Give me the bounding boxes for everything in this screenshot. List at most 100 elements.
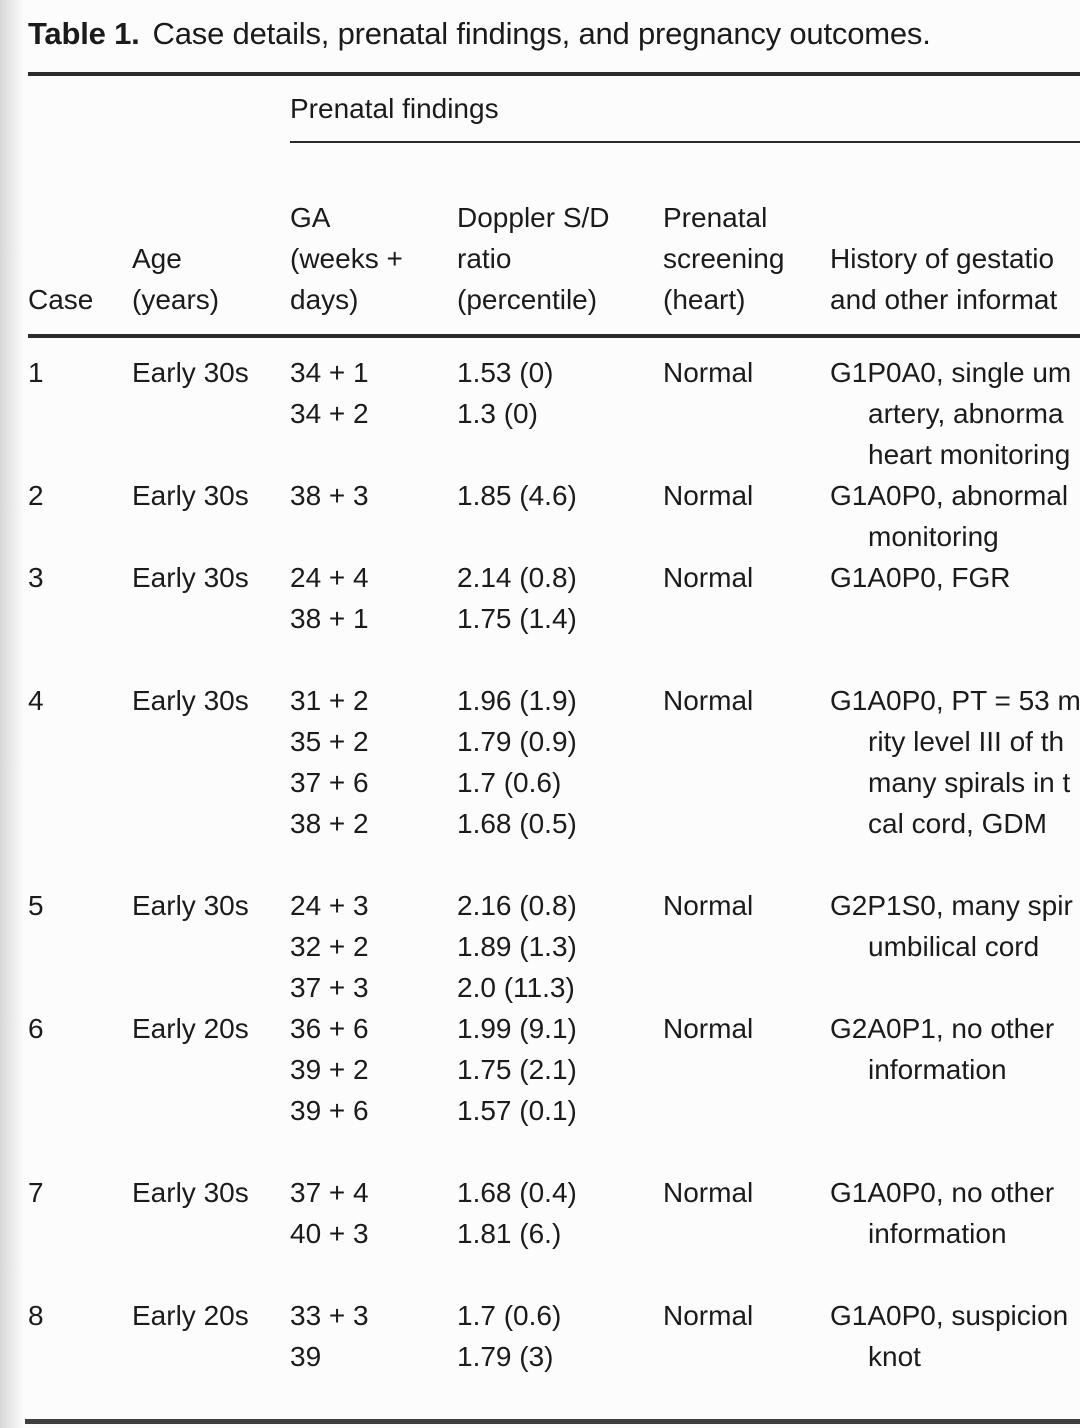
header-line: (heart) bbox=[663, 284, 746, 315]
cell-doppler: 1.53 (0) 1.3 (0) bbox=[457, 352, 663, 475]
cell-case: 6 bbox=[28, 1008, 132, 1131]
case-number: 5 bbox=[28, 890, 44, 921]
cell-history: G1A0P0, suspicion knot bbox=[830, 1295, 1080, 1377]
spanner-prenatal-findings: Prenatal findings bbox=[290, 93, 499, 124]
doppler-value: 1.68 (0.5) bbox=[457, 808, 577, 839]
cell-case: 2 bbox=[28, 475, 132, 557]
header-line: Doppler S/D bbox=[457, 202, 610, 233]
cell-doppler: 1.85 (4.6) bbox=[457, 475, 663, 557]
case-number: 8 bbox=[28, 1300, 44, 1331]
cell-ga: 33 + 3 39 bbox=[290, 1295, 457, 1377]
table-title-label: Table 1. bbox=[28, 16, 140, 51]
screening-value: Normal bbox=[663, 1300, 754, 1331]
history-line: heart monitoring bbox=[868, 439, 1071, 470]
header-line: (weeks + bbox=[290, 243, 403, 274]
cell-screening: Normal bbox=[663, 1295, 830, 1377]
doppler-value: 1.75 (1.4) bbox=[457, 603, 577, 634]
doppler-value: 2.16 (0.8) bbox=[457, 890, 577, 921]
header-cell-screening: Prenatal screening (heart) bbox=[663, 197, 830, 320]
ga-value: 38 + 2 bbox=[290, 808, 369, 839]
screening-value: Normal bbox=[663, 685, 754, 716]
page-left-scan-shade bbox=[0, 0, 24, 1428]
header-line: and other informat bbox=[830, 284, 1058, 315]
history-line: G1A0P0, no other bbox=[830, 1177, 1055, 1208]
cell-age: Early 20s bbox=[132, 1295, 290, 1377]
history-line: G1P0A0, single um bbox=[830, 357, 1072, 388]
case-number: 1 bbox=[28, 357, 44, 388]
cell-ga: 31 + 2 35 + 2 37 + 6 38 + 2 bbox=[290, 680, 457, 844]
doppler-value: 1.75 (2.1) bbox=[457, 1054, 577, 1085]
ga-value: 31 + 2 bbox=[290, 685, 369, 716]
screening-value: Normal bbox=[663, 890, 754, 921]
ga-value: 32 + 2 bbox=[290, 931, 369, 962]
ga-value: 35 + 2 bbox=[290, 726, 369, 757]
cell-age: Early 30s bbox=[132, 1172, 290, 1254]
cell-ga: 36 + 6 39 + 2 39 + 6 bbox=[290, 1008, 457, 1131]
cell-ga: 24 + 3 32 + 2 37 + 3 bbox=[290, 885, 457, 1008]
cell-history: G1A0P0, FGR bbox=[830, 557, 1080, 639]
cell-age: Early 30s bbox=[132, 680, 290, 844]
history-line: cal cord, GDM bbox=[868, 808, 1047, 839]
table-row: 1 Early 30s 34 + 1 34 + 2 1.53 (0) 1.3 (0) Nor… bbox=[28, 352, 1080, 475]
screening-value: Normal bbox=[663, 1013, 754, 1044]
age-value: Early 30s bbox=[132, 890, 249, 921]
table-title-text: Case details, prenatal findings, and pre… bbox=[152, 16, 931, 51]
cell-doppler: 2.16 (0.8) 1.89 (1.3) 2.0 (11.3) bbox=[457, 885, 663, 1008]
header-line: (years) bbox=[132, 284, 220, 315]
ga-value: 24 + 4 bbox=[290, 562, 369, 593]
cell-history: G2A0P1, no other information bbox=[830, 1008, 1080, 1131]
cell-age: Early 30s bbox=[132, 885, 290, 1008]
history-line: knot bbox=[868, 1341, 921, 1372]
ga-value: 39 bbox=[290, 1341, 322, 1372]
cell-doppler: 2.14 (0.8) 1.75 (1.4) bbox=[457, 557, 663, 639]
doppler-value: 1.89 (1.3) bbox=[457, 931, 577, 962]
history-line: rity level III of th bbox=[868, 726, 1065, 757]
header-line: (percentile) bbox=[457, 284, 598, 315]
cell-case: 8 bbox=[28, 1295, 132, 1377]
cell-case: 4 bbox=[28, 680, 132, 844]
cell-history: G1A0P0, no other information bbox=[830, 1172, 1080, 1254]
doppler-value: 1.7 (0.6) bbox=[457, 1300, 562, 1331]
cell-doppler: 1.7 (0.6) 1.79 (3) bbox=[457, 1295, 663, 1377]
ga-value: 39 + 6 bbox=[290, 1095, 369, 1126]
case-number: 2 bbox=[28, 480, 44, 511]
header-line: GA bbox=[290, 202, 331, 233]
table-body: 1 Early 30s 34 + 1 34 + 2 1.53 (0) 1.3 (0) Nor… bbox=[28, 352, 1080, 1377]
header-line: History of gestatio bbox=[830, 243, 1055, 274]
history-line: G1A0P0, PT = 53 m bbox=[830, 685, 1080, 716]
history-line: G1A0P0, abnormal bbox=[830, 480, 1069, 511]
doppler-value: 1.96 (1.9) bbox=[457, 685, 577, 716]
history-line: monitoring bbox=[868, 521, 999, 552]
doppler-value: 1.7 (0.6) bbox=[457, 767, 562, 798]
ga-value: 38 + 1 bbox=[290, 603, 369, 634]
doppler-value: 1.85 (4.6) bbox=[457, 480, 577, 511]
doppler-value: 1.3 (0) bbox=[457, 398, 538, 429]
age-value: Early 30s bbox=[132, 480, 249, 511]
history-line: artery, abnorma bbox=[868, 398, 1064, 429]
cell-case: 5 bbox=[28, 885, 132, 1008]
ga-value: 24 + 3 bbox=[290, 890, 369, 921]
case-number: 3 bbox=[28, 562, 44, 593]
history-line: many spirals in t bbox=[868, 767, 1071, 798]
ga-value: 40 + 3 bbox=[290, 1218, 369, 1249]
table-bottom-rule bbox=[25, 1419, 1080, 1424]
table-row: 7 Early 30s 37 + 4 40 + 3 1.68 (0.4) 1.81 (6.… bbox=[28, 1172, 1080, 1254]
history-line: umbilical cord bbox=[868, 931, 1040, 962]
history-line: G1A0P0, suspicion bbox=[830, 1300, 1069, 1331]
table-header-row: Case Age (years) GA (weeks + days) Doppler S/D… bbox=[28, 148, 1080, 320]
age-value: Early 30s bbox=[132, 357, 249, 388]
table-top-rule bbox=[28, 72, 1080, 76]
ga-value: 39 + 2 bbox=[290, 1054, 369, 1085]
table-row: 2 Early 30s 38 + 3 1.85 (4.6) Normal G1A0P0, … bbox=[28, 475, 1080, 557]
header-line: Case bbox=[28, 284, 94, 315]
ga-value: 33 + 3 bbox=[290, 1300, 369, 1331]
history-line: G2P1S0, many spir bbox=[830, 890, 1073, 921]
cell-ga: 34 + 1 34 + 2 bbox=[290, 352, 457, 475]
cell-screening: Normal bbox=[663, 557, 830, 639]
header-cell-age: Age (years) bbox=[132, 238, 290, 320]
header-cell-ga: GA (weeks + days) bbox=[290, 197, 457, 320]
cell-age: Early 20s bbox=[132, 1008, 290, 1131]
case-number: 6 bbox=[28, 1013, 44, 1044]
cell-screening: Normal bbox=[663, 1172, 830, 1254]
